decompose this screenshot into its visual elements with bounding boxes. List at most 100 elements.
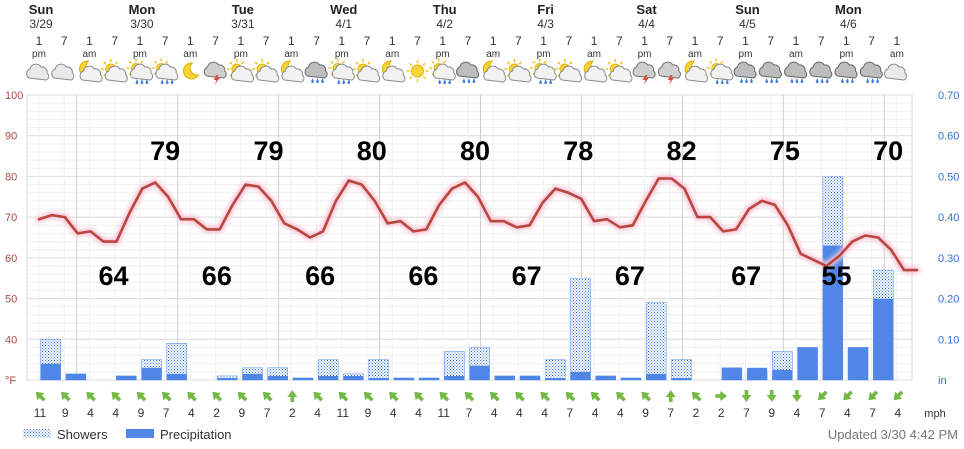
day-date-label: 4/6 (840, 17, 857, 31)
cloud-shape (508, 65, 532, 83)
wind-arrow-shape (86, 391, 96, 402)
wind-speed-label: 9 (768, 406, 775, 420)
wind-speed-label: 9 (62, 406, 69, 420)
rain-drop (316, 78, 320, 84)
cloud-shape (758, 61, 782, 79)
wind-speed-label: 11 (337, 406, 350, 420)
cloud-shape (281, 65, 305, 83)
y-axes: 100 90 80 70 60 50 40 °F 0.70 0.60 0.50 0.40 0.30 0.2… (5, 90, 959, 387)
wind-arrow-icon (313, 391, 324, 402)
showers-bar (544, 359, 566, 381)
hour-ampm-label: pm (739, 49, 753, 60)
sun-ray (266, 61, 270, 65)
moon-icon (182, 62, 200, 80)
sun-ray (165, 60, 169, 64)
hour-ampm-label: am (83, 49, 97, 60)
hour-label: 1 (86, 34, 93, 48)
day-name-label: Thu (433, 2, 457, 17)
sun-ray (103, 61, 107, 65)
thunderstorm-icon (632, 61, 656, 85)
rain-drop (790, 78, 794, 84)
precipitation-bar (772, 369, 793, 380)
wind-arrow-icon (715, 391, 728, 401)
day-name-label: Fri (537, 2, 554, 17)
rain-drop (472, 78, 476, 84)
day-name-label: Mon (835, 2, 862, 17)
partly-sunny-icon (605, 59, 633, 83)
sun-ray (557, 61, 561, 65)
wind-arrow-shape (791, 390, 802, 402)
wind-speed-label: 7 (264, 406, 271, 420)
wind-arrow-icon (791, 390, 802, 402)
wind-arrow-shape (590, 391, 601, 402)
wind-arrow-icon (187, 391, 197, 402)
precipitation-bar (747, 367, 768, 380)
rain-icon (809, 61, 833, 84)
wind-arrow-icon (691, 391, 702, 402)
cloud-shape (883, 63, 907, 81)
y-right-tick: 0.70 (938, 90, 959, 102)
precipitation-bar (242, 373, 263, 380)
wind-speed-label: 4 (491, 406, 498, 420)
cloud-shape (130, 63, 154, 81)
rain-drop (845, 78, 849, 84)
sun-ray (115, 61, 119, 65)
day-name-label: Sun (29, 2, 54, 17)
wind-arrow-icon (338, 391, 349, 402)
precipitation-bar (368, 377, 389, 380)
rain-icon (859, 61, 883, 84)
hour-label: 7 (212, 34, 219, 48)
hour-label: 7 (566, 34, 573, 48)
sun-ray (355, 61, 359, 65)
thunderstorm-icon (203, 61, 227, 85)
plot-area (26, 94, 913, 381)
legend-precip-swatch (126, 429, 154, 438)
y-right-tick: 0.10 (938, 334, 959, 346)
cloudy-icon (26, 63, 50, 81)
showers-bar (570, 277, 591, 381)
rain-drop (170, 79, 174, 85)
hour-ampm-label: pm (32, 49, 46, 60)
wind-speed-label: 11 (34, 406, 47, 420)
wind-arrow-icon (388, 391, 399, 402)
day-name-label: Tue (232, 2, 254, 17)
low-temp-label: 64 (99, 261, 129, 291)
sun-ray (543, 60, 547, 64)
wind-arrow-shape (540, 391, 551, 402)
low-temp-label: 67 (731, 261, 761, 291)
cloud-shape (79, 65, 103, 83)
hour-label: 1 (439, 34, 446, 48)
hour-label: 7 (162, 34, 169, 48)
precipitation-bar (444, 375, 465, 380)
rain-icon (784, 61, 808, 84)
day-name-label: Sat (636, 2, 657, 17)
sunny-icon (406, 60, 429, 82)
partly-sunny-icon (504, 59, 532, 83)
low-temp-label: 67 (512, 261, 542, 291)
rain-drop (840, 78, 844, 84)
moon-shape (182, 62, 200, 80)
wind-arrow-icon (136, 391, 147, 402)
hour-label: 1 (187, 34, 194, 48)
wind-arrow-shape (565, 391, 576, 402)
wind-arrow-icon (414, 391, 424, 402)
wind-speed-label: 4 (188, 406, 195, 420)
lightning-bolt (213, 75, 220, 85)
hour-ampm-label: am (183, 49, 197, 60)
wind-arrow-icon (363, 391, 374, 402)
wind-arrow-shape (313, 391, 324, 402)
rain-icon (304, 61, 328, 84)
legend-showers-label: Showers (57, 427, 108, 442)
sun-ray (518, 61, 522, 65)
cloud-shape (834, 61, 858, 79)
rain-drop (467, 78, 471, 84)
wind-speed-label: 4 (87, 406, 94, 420)
wind-arrow-icon (665, 390, 676, 402)
day-date-label: 4/4 (638, 17, 655, 31)
rain-drop (145, 79, 149, 85)
hour-ampm-label: pm (133, 49, 147, 60)
hour-label: 1 (742, 34, 749, 48)
wind-arrow-shape (388, 391, 399, 402)
wind-speed-label: 7 (667, 406, 674, 420)
